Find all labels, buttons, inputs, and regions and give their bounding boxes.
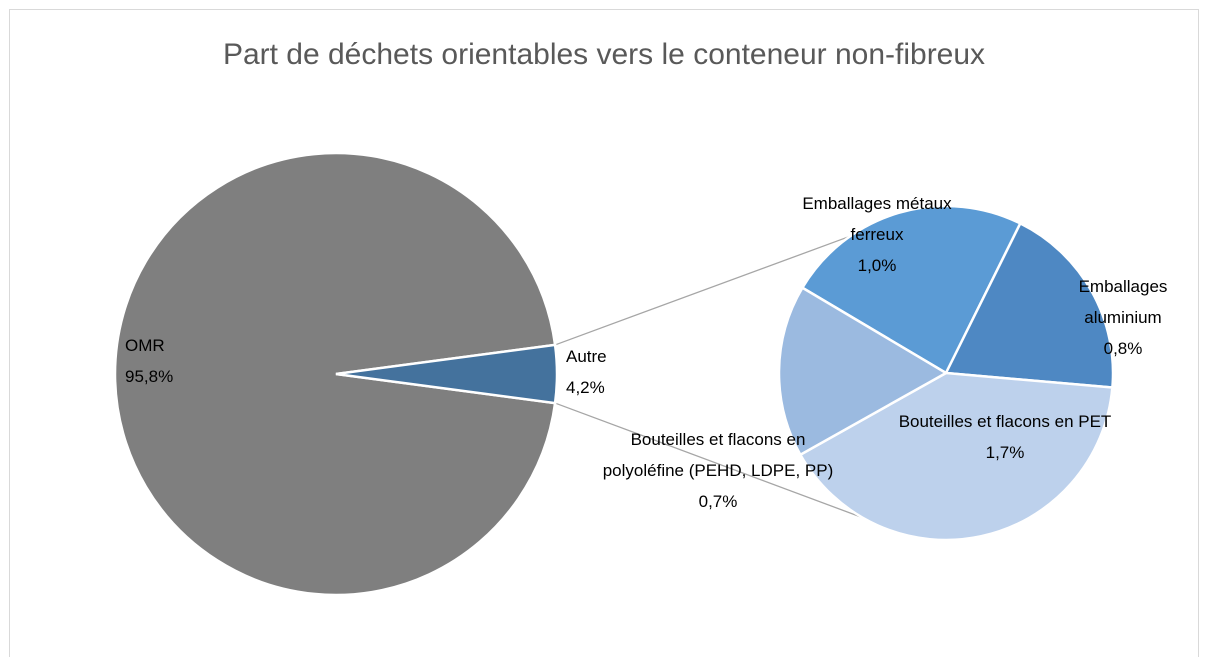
- category-label: Bouteilles et flacons en PET: [898, 412, 1112, 431]
- category-label: Emballages aluminium: [1078, 277, 1168, 327]
- chart-border: [9, 9, 1199, 657]
- category-label: Autre: [566, 347, 607, 366]
- value-label: 1,7%: [985, 443, 1025, 462]
- data-label: Autre 4,2%: [566, 341, 686, 403]
- pie-slice: [798, 371, 1114, 542]
- connector-line: [554, 235, 851, 346]
- category-label: OMR: [125, 336, 165, 355]
- value-label: 0,7%: [698, 492, 738, 511]
- category-label: Bouteilles et flacons en polyoléfine (PE…: [602, 430, 834, 480]
- connector-line: [554, 402, 863, 519]
- data-label: Bouteilles et flacons en PET 1,7%: [895, 406, 1115, 468]
- pie-slice: [944, 221, 1115, 389]
- data-label: Emballages aluminium 0,8%: [1043, 271, 1203, 364]
- data-label: OMR 95,8%: [125, 330, 245, 392]
- chart-title: Part de déchets orientables vers le cont…: [222, 38, 986, 71]
- value-label: 95,8%: [125, 367, 174, 386]
- pie-slice: [113, 151, 557, 597]
- pie-slice: [777, 286, 949, 457]
- value-label: 4,2%: [566, 378, 605, 397]
- pie-slice: [335, 343, 559, 405]
- value-label: 0,8%: [1103, 339, 1143, 358]
- value-label: 1,0%: [857, 256, 897, 275]
- category-label: Emballages métaux ferreux: [802, 194, 952, 244]
- data-label: Emballages métaux ferreux 1,0%: [777, 188, 977, 281]
- data-label: Bouteilles et flacons en polyoléfine (PE…: [598, 424, 838, 517]
